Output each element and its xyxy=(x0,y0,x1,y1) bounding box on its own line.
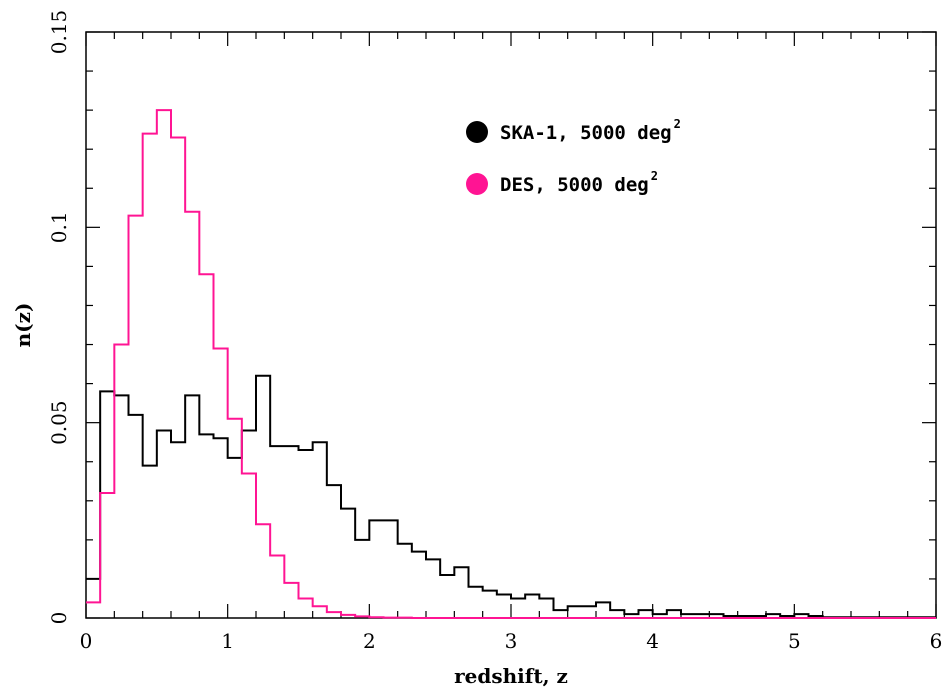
legend-marker xyxy=(466,121,488,143)
x-tick-label: 6 xyxy=(930,629,943,653)
x-tick-label: 4 xyxy=(646,629,659,653)
x-tick-label: 2 xyxy=(363,629,376,653)
legend-label: SKA-1, 5000 deg xyxy=(500,122,672,144)
x-tick-label: 1 xyxy=(221,629,234,653)
legend-label: DES, 5000 deg xyxy=(500,174,649,196)
series-line-0 xyxy=(86,374,936,619)
x-tick-labels: 0 1 2 3 4 5 6 xyxy=(80,629,943,653)
legend-superscript: 2 xyxy=(651,169,658,183)
y-tick-label: 0.1 xyxy=(47,211,71,243)
legend-item-0: SKA-1, 5000 deg 2 xyxy=(466,117,681,144)
y-tick-label: 0.05 xyxy=(47,400,71,445)
y-axis-title: n(z) xyxy=(11,303,35,348)
series-layer xyxy=(86,109,936,619)
y-tick-labels: 0 0.05 0.1 0.15 xyxy=(47,10,71,625)
legend-item-1: DES, 5000 deg 2 xyxy=(466,169,658,196)
x-tick-label: 3 xyxy=(505,629,518,653)
axis-ticks xyxy=(85,31,937,619)
x-axis-title: redshift, z xyxy=(454,664,568,688)
legend-marker xyxy=(466,173,488,195)
series-1 xyxy=(86,109,936,619)
series-line-1 xyxy=(86,109,936,619)
y-tick-label: 0.15 xyxy=(47,10,71,55)
x-tick-label: 5 xyxy=(788,629,801,653)
y-tick-label: 0 xyxy=(47,612,71,625)
series-0 xyxy=(86,374,936,619)
x-tick-label: 0 xyxy=(80,629,93,653)
legend-superscript: 2 xyxy=(674,117,681,131)
